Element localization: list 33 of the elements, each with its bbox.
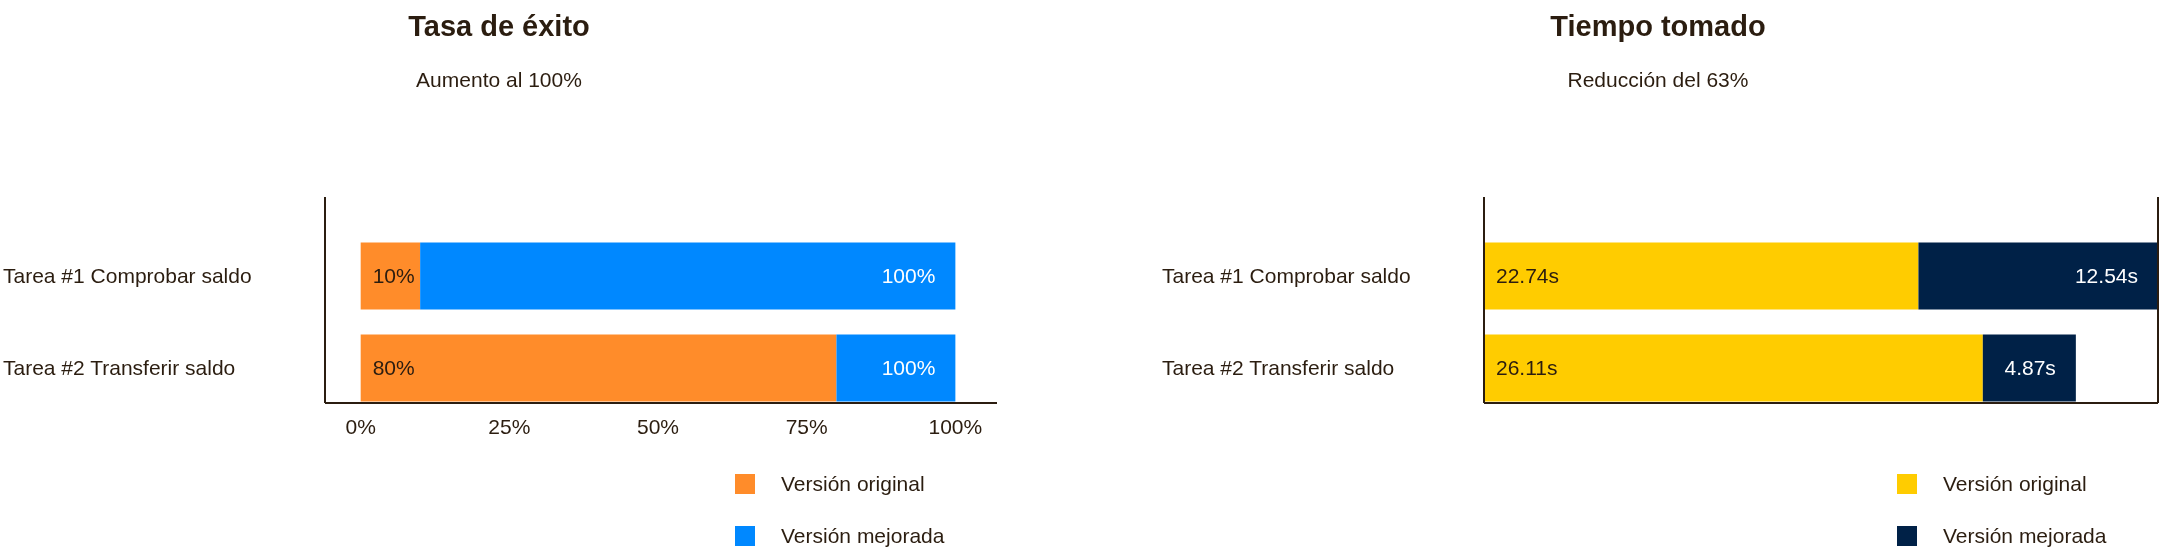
bar — [1918, 242, 2158, 310]
x-tick-label: 0% — [345, 415, 376, 438]
y-tick-label: Tarea #1 Comprobar saldo — [1162, 264, 1411, 288]
legend-label: Versión mejorada — [781, 524, 945, 548]
data-label: 26.11s — [1496, 356, 1558, 380]
x-tick-label: 100% — [928, 415, 983, 438]
data-label: 10% — [372, 264, 415, 288]
chart-title: Tiempo tomado — [1550, 10, 1766, 42]
legend-label: Versión original — [781, 472, 925, 496]
chart-subtitle: Reducción del 63% — [1567, 68, 1749, 91]
y-tick-label: Tarea #1 Comprobar saldo — [3, 264, 252, 288]
bar — [1484, 334, 1983, 402]
x-tick-label: 50% — [637, 415, 680, 438]
data-label: 12.54s — [2074, 264, 2138, 288]
bar — [420, 242, 956, 310]
chart-title: Tasa de éxito — [408, 10, 590, 42]
bar — [1982, 334, 2076, 402]
bar — [836, 334, 956, 402]
bar — [1484, 242, 1919, 310]
bar — [360, 334, 837, 402]
data-label: 80% — [372, 356, 415, 380]
y-tick-label: Tarea #2 Transferir saldo — [1162, 356, 1395, 380]
annotation: 100% — [881, 356, 936, 380]
chart-subtitle: Aumento al 100% — [416, 68, 582, 91]
x-tick-label: 75% — [785, 415, 828, 438]
legend-label: Versión original — [1943, 472, 2087, 496]
bar — [360, 242, 421, 310]
data-label: 22.74s — [1496, 264, 1560, 288]
annotation: 100% — [881, 264, 936, 288]
data-label: 4.87s — [2004, 356, 2056, 380]
y-tick-label: Tarea #2 Transferir saldo — [3, 356, 236, 380]
legend-label: Versión mejorada — [1943, 524, 2107, 548]
x-tick-label: 25% — [488, 415, 531, 438]
